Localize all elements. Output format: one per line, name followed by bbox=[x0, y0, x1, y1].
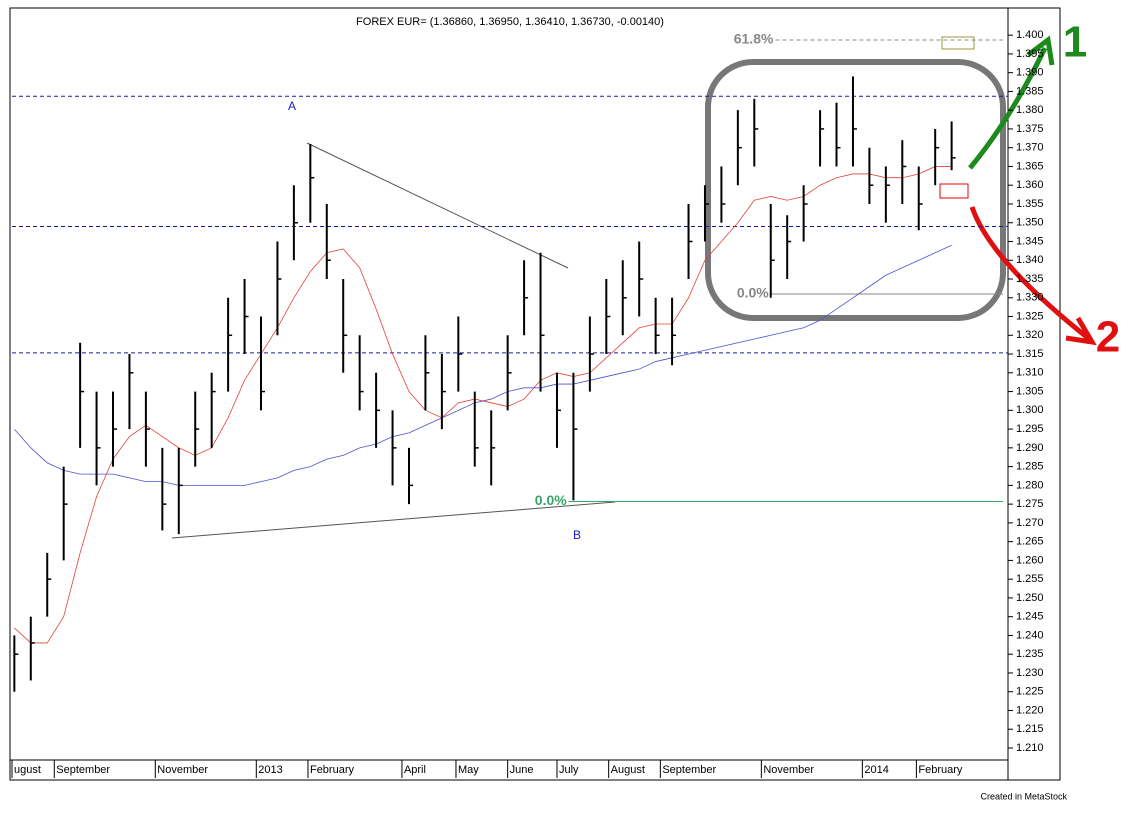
x-tick-label: September bbox=[662, 764, 716, 776]
y-tick-label: 1.370 bbox=[1016, 142, 1044, 154]
level-label: 0.0% bbox=[737, 285, 769, 301]
y-tick-label: 1.235 bbox=[1016, 648, 1044, 660]
y-tick-label: 1.240 bbox=[1016, 629, 1044, 641]
y-tick-label: 1.250 bbox=[1016, 592, 1044, 604]
footer: Created in MetaStock bbox=[980, 791, 1067, 801]
y-tick-label: 1.295 bbox=[1016, 423, 1044, 435]
y-tick-label: 1.300 bbox=[1016, 404, 1044, 416]
y-tick-label: 1.210 bbox=[1016, 742, 1044, 754]
y-tick-label: 1.275 bbox=[1016, 498, 1044, 510]
level-label: 0.0% bbox=[535, 492, 567, 508]
y-tick-label: 1.220 bbox=[1016, 704, 1044, 716]
y-tick-label: 1.395 bbox=[1016, 48, 1044, 60]
frame bbox=[9, 7, 1061, 781]
arrow-head bbox=[1065, 316, 1097, 346]
y-tick-label: 1.335 bbox=[1016, 273, 1044, 285]
y-tick-label: 1.390 bbox=[1016, 67, 1044, 79]
x-tick-label: September bbox=[56, 764, 110, 776]
x-tick-label: ugust bbox=[14, 764, 41, 776]
y-tick-label: 1.245 bbox=[1016, 611, 1044, 623]
wave-label: A bbox=[288, 99, 296, 113]
x-tick-label: February bbox=[918, 764, 963, 776]
y-tick-label: 1.345 bbox=[1016, 235, 1044, 247]
x-tick-label: June bbox=[510, 764, 534, 776]
y-tick-label: 1.375 bbox=[1016, 123, 1044, 135]
arrow bbox=[968, 46, 1048, 170]
y-tick-label: 1.340 bbox=[1016, 254, 1044, 266]
y-tick-label: 1.270 bbox=[1016, 517, 1044, 529]
x-tick-label: July bbox=[559, 764, 579, 776]
trendline bbox=[171, 501, 616, 539]
y-tick-label: 1.255 bbox=[1016, 573, 1044, 585]
y-tick-label: 1.215 bbox=[1016, 723, 1044, 735]
chart-title: FOREX EUR= (1.36860, 1.36950, 1.36410, 1… bbox=[356, 16, 664, 28]
y-tick-label: 1.225 bbox=[1016, 686, 1044, 698]
y-tick-label: 1.290 bbox=[1016, 442, 1044, 454]
scenario-label: 2 bbox=[1096, 313, 1120, 362]
layout bbox=[171, 35, 1097, 539]
level-label: 61.8% bbox=[734, 31, 774, 47]
target-box bbox=[941, 36, 975, 50]
y-tick-label: 1.385 bbox=[1016, 85, 1044, 97]
y-tick-label: 1.400 bbox=[1016, 29, 1044, 41]
arrow-head bbox=[1026, 35, 1055, 66]
y-tick-label: 1.285 bbox=[1016, 461, 1044, 473]
x-tick-label: April bbox=[404, 764, 426, 776]
x-tick-label: February bbox=[310, 764, 355, 776]
x-tick-label: 2014 bbox=[864, 764, 888, 776]
y-tick-label: 1.325 bbox=[1016, 310, 1044, 322]
y-tick-label: 1.305 bbox=[1016, 385, 1044, 397]
range-circle bbox=[705, 59, 1006, 321]
y-tick-label: 1.350 bbox=[1016, 217, 1044, 229]
x-tick-label: November bbox=[157, 764, 208, 776]
trendline bbox=[306, 142, 569, 269]
y-tick-label: 1.320 bbox=[1016, 329, 1044, 341]
y-tick-label: 1.330 bbox=[1016, 292, 1044, 304]
y-tick-label: 1.310 bbox=[1016, 367, 1044, 379]
y-tick-label: 1.265 bbox=[1016, 536, 1044, 548]
moving-average bbox=[14, 166, 952, 644]
y-tick-label: 1.230 bbox=[1016, 667, 1044, 679]
x-tick-label: May bbox=[458, 764, 479, 776]
y-tick-label: 1.260 bbox=[1016, 554, 1044, 566]
arrow bbox=[969, 206, 1090, 340]
y-tick-label: 1.355 bbox=[1016, 198, 1044, 210]
scenario-label: 1 bbox=[1063, 18, 1087, 67]
wave-label: B bbox=[573, 528, 581, 542]
x-tick-label: 2013 bbox=[258, 764, 282, 776]
x-tick-label: August bbox=[611, 764, 645, 776]
y-tick-label: 1.280 bbox=[1016, 479, 1044, 491]
target-box bbox=[939, 183, 969, 199]
y-tick-label: 1.315 bbox=[1016, 348, 1044, 360]
moving-average bbox=[14, 244, 952, 486]
x-tick-label: November bbox=[763, 764, 814, 776]
y-tick-label: 1.360 bbox=[1016, 179, 1044, 191]
y-tick-label: 1.380 bbox=[1016, 104, 1044, 116]
y-tick-label: 1.365 bbox=[1016, 160, 1044, 172]
